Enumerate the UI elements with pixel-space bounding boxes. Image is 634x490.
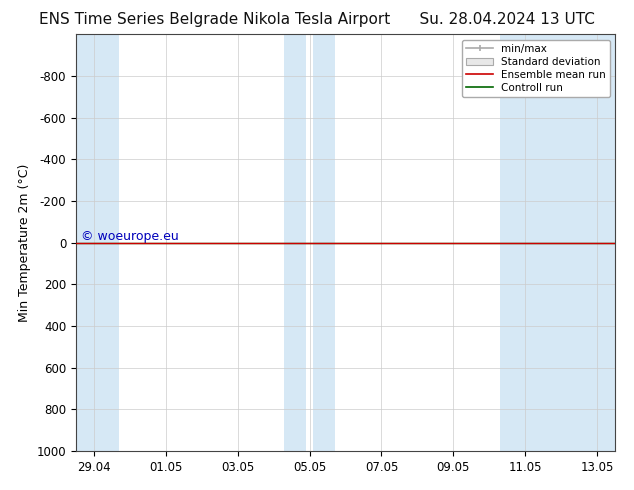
- Bar: [285, 34, 306, 451]
- Y-axis label: Min Temperature 2m (°C): Min Temperature 2m (°C): [18, 163, 31, 322]
- Bar: [313, 34, 335, 451]
- Bar: [500, 34, 615, 451]
- Legend: min/max, Standard deviation, Ensemble mean run, Controll run: min/max, Standard deviation, Ensemble me…: [462, 40, 610, 97]
- Text: © woeurope.eu: © woeurope.eu: [81, 229, 179, 243]
- Bar: [76, 34, 119, 451]
- Text: ENS Time Series Belgrade Nikola Tesla Airport      Su. 28.04.2024 13 UTC: ENS Time Series Belgrade Nikola Tesla Ai…: [39, 12, 595, 27]
